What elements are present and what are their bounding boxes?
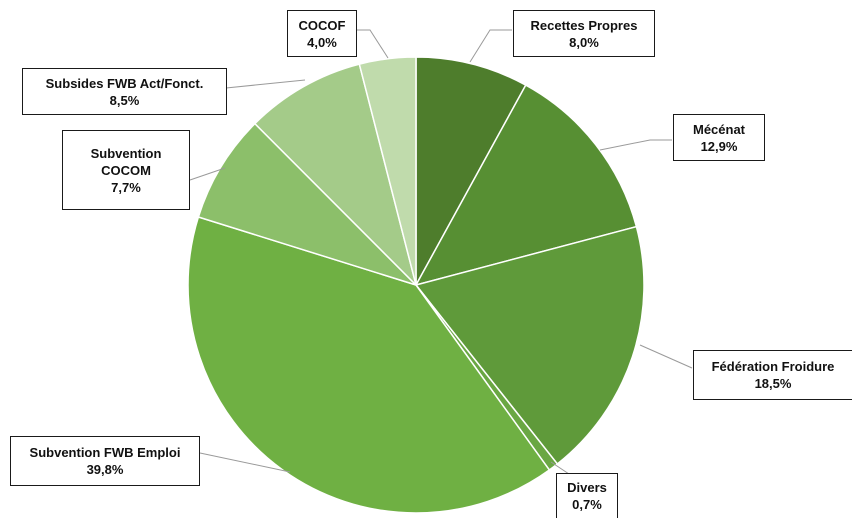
pie-slice-f-d-ration-froidure [414, 225, 645, 465]
label-mecenat: Mécénat 12,9% [673, 114, 765, 161]
leader-line-1 [599, 139, 672, 151]
slice-label-name: Mécénat [692, 121, 746, 137]
slice-label-name: Divers [567, 480, 607, 495]
slice-label-name-line2: COCOM [101, 162, 151, 178]
slice-label-name: Subvention FWB Emploi [29, 445, 181, 460]
pie-slice-cocof [358, 56, 417, 286]
leader-line-7 [357, 29, 389, 59]
slice-label-value: 0,7% [572, 497, 602, 512]
slice-label-name: Subsides FWB Act/Fonct. [45, 75, 204, 91]
slice-label-value: 8,0% [569, 34, 599, 50]
pie-slice-m-c-nat [414, 84, 638, 287]
label-divers: Divers 0,7% [556, 473, 618, 518]
slice-label-value: 39,8% [86, 462, 124, 477]
slice-label-value: 8,5% [109, 92, 140, 108]
slice-label-value: 4,0% [307, 34, 337, 50]
slice-label-name: COCOF [298, 17, 346, 33]
leader-line-2 [639, 344, 693, 369]
pie-slice-subvention-cocom [197, 122, 417, 286]
label-recettes-propres: Recettes Propres 8,0% [513, 10, 655, 57]
slice-label-name: Subvention [90, 145, 162, 161]
pie-slice-subsides-fwb-act-fonct [253, 63, 418, 288]
slice-label-name: Fédération Froidure [711, 359, 835, 374]
label-federation-froidure: Fédération Froidure 18,5% [693, 350, 852, 400]
slice-label-value: 7,7% [111, 179, 141, 195]
label-cocof: COCOF 4,0% [287, 10, 357, 57]
leader-line-6 [225, 79, 306, 89]
label-subsides-fwb: Subsides FWB Act/Fonct. 8,5% [22, 68, 227, 115]
leader-line-4 [199, 452, 291, 473]
pie-slice-recettes-propres [415, 56, 527, 286]
slice-label-value: 18,5% [754, 376, 792, 391]
label-subvention-fwb-emploi: Subvention FWB Emploi 39,8% [10, 436, 200, 486]
leader-line-0 [469, 29, 512, 63]
leader-line-5 [189, 167, 226, 181]
slice-label-name: Recettes Propres [530, 17, 638, 33]
slice-label-value: 12,9% [700, 138, 738, 154]
label-subvention-cocom: Subvention COCOM 7,7% [62, 130, 190, 210]
